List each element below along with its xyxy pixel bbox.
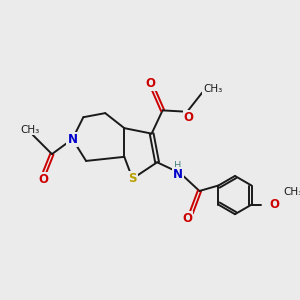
Text: N: N — [68, 133, 77, 146]
Text: CH₃: CH₃ — [203, 84, 222, 94]
Text: O: O — [39, 173, 49, 186]
Text: O: O — [184, 111, 194, 124]
Text: CH₃: CH₃ — [283, 187, 300, 197]
Text: O: O — [146, 77, 156, 90]
Text: N: N — [172, 168, 183, 181]
Text: CH₃: CH₃ — [20, 124, 40, 134]
Text: O: O — [182, 212, 192, 225]
Text: S: S — [128, 172, 137, 185]
Text: O: O — [270, 198, 280, 211]
Text: H: H — [174, 160, 181, 171]
